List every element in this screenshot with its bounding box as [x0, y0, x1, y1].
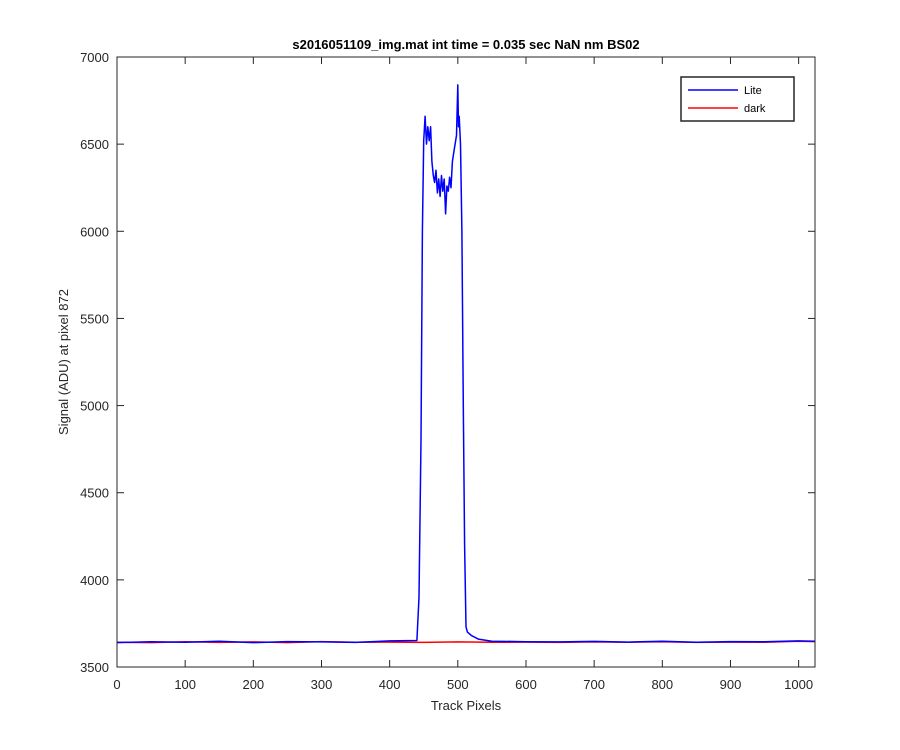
series-line-lite: [116, 84, 816, 644]
series-layer: [116, 84, 816, 644]
x-tick-label: 400: [379, 677, 401, 692]
x-tick-label: 0: [113, 677, 120, 692]
y-axis-ticks: 3500 4000 4500 5000 5500 6000 6500 7000: [80, 50, 815, 675]
x-tick-label: 500: [447, 677, 469, 692]
y-axis-label: Signal (ADU) at pixel 872: [56, 289, 71, 435]
plot-area: [117, 57, 815, 667]
x-tick-label: 800: [651, 677, 673, 692]
y-tick-label: 3500: [80, 660, 109, 675]
x-tick-label: 100: [174, 677, 196, 692]
x-axis-label: Track Pixels: [431, 698, 502, 713]
legend-box: [680, 76, 795, 122]
y-tick-label: 4000: [80, 573, 109, 588]
y-tick-label: 5000: [80, 399, 109, 414]
y-tick-label: 7000: [80, 50, 109, 65]
x-tick-label: 300: [311, 677, 333, 692]
chart-title: s2016051109_img.mat int time = 0.035 sec…: [292, 37, 639, 52]
x-tick-label: 600: [515, 677, 537, 692]
y-tick-label: 6500: [80, 137, 109, 152]
legend-label-lite: Lite: [744, 85, 762, 97]
x-tick-label: 900: [720, 677, 742, 692]
y-tick-label: 4500: [80, 486, 109, 501]
y-tick-label: 6000: [80, 224, 109, 239]
x-tick-label: 200: [242, 677, 264, 692]
plot-frame: [116, 56, 816, 668]
y-tick-label: 5500: [80, 311, 109, 326]
x-tick-label: 1000: [784, 677, 813, 692]
legend: Lite dark: [680, 76, 795, 122]
legend-label-dark: dark: [744, 103, 766, 115]
x-axis-ticks: 0 100 200 300 400 500 600 700 800 900 1000: [113, 57, 813, 692]
x-tick-label: 700: [583, 677, 605, 692]
